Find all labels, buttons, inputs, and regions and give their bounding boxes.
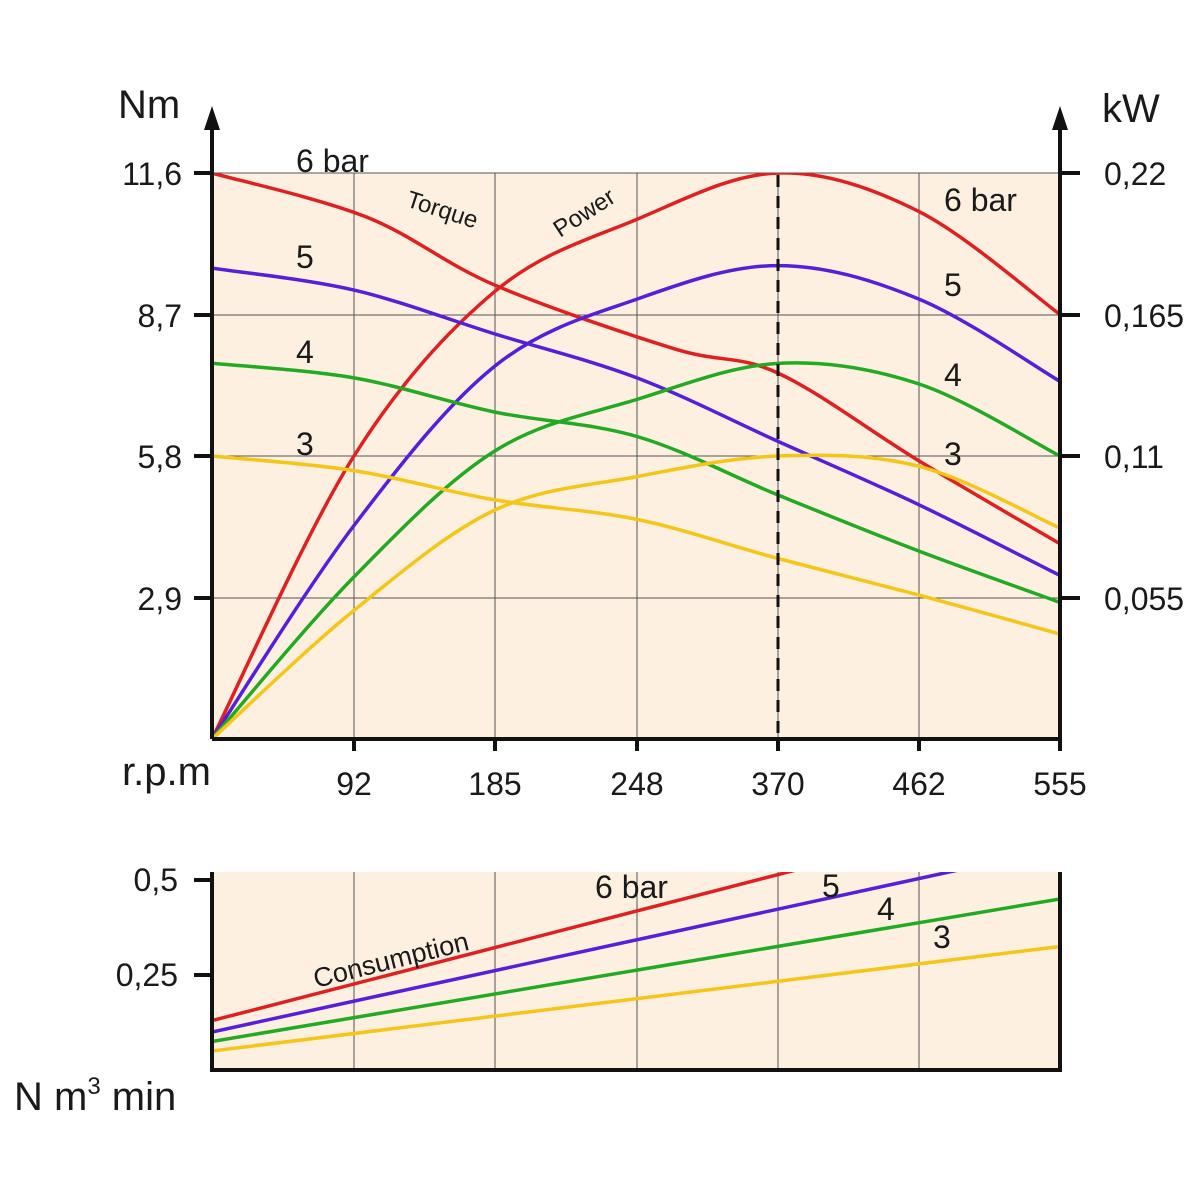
- x-axis-unit: r.p.m: [122, 750, 211, 794]
- x-tick-label-185: 185: [468, 766, 521, 802]
- bottom-axes: [194, 872, 1062, 1072]
- curve-label-power-4: 4: [944, 357, 962, 393]
- bottom-tick-labels: 0,5 0,25: [116, 862, 178, 993]
- consumption-curve-3: [212, 944, 1060, 1053]
- left-axis-unit: Nm: [118, 83, 180, 127]
- consumption-label-4: 4: [877, 891, 895, 927]
- curve-label-torque-5: 5: [296, 239, 314, 275]
- consumption-curve-4: [212, 897, 1060, 1044]
- right-tick-label-1: 0,165: [1104, 298, 1184, 334]
- consumption-curve-5: [212, 872, 958, 1034]
- torque-curve-3: [212, 454, 1060, 636]
- torque-curve-6: [212, 173, 1060, 546]
- torque-curve-5: [212, 266, 1060, 578]
- left-tick-label-1: 8,7: [138, 298, 182, 334]
- unit-tail: min: [101, 1075, 177, 1119]
- consumption-label-3: 3: [933, 919, 951, 955]
- x-tick-label-370: 370: [751, 766, 804, 802]
- torque-curve-4: [212, 361, 1060, 605]
- consumption-curve-6: [212, 872, 796, 1023]
- left-tick-label-2: 5,8: [138, 439, 182, 475]
- power-curve-3: [212, 453, 1060, 739]
- consumption-axis-unit: N m3 min: [14, 1073, 176, 1119]
- bottom-tick-label-0: 0,5: [134, 862, 178, 898]
- right-axis-unit: kW: [1102, 87, 1160, 131]
- x-tick-label-92: 92: [336, 766, 372, 802]
- right-tick-label-3: 0,055: [1104, 581, 1184, 617]
- unit-main: N m: [14, 1075, 87, 1119]
- consumption-chart: 0,50,25 N m3 min 6 bar 5 4 3 Consumption: [14, 862, 1062, 1119]
- x-tick-label-462: 462: [892, 766, 945, 802]
- left-tick-labels: 11,6 8,7 5,8 2,9: [122, 156, 182, 617]
- curve-label-power-5: 5: [944, 267, 962, 303]
- curve-label-torque-3: 3: [296, 426, 314, 462]
- power-curve-4: [212, 361, 1060, 739]
- x-tick-label-555: 555: [1033, 766, 1086, 802]
- left-tick-label-3: 2,9: [138, 581, 182, 617]
- power-curve-5: [212, 263, 1060, 739]
- right-tick-labels: 0,22 0,165 0,11 0,055: [1104, 156, 1184, 617]
- right-tick-label-2: 0,11: [1104, 439, 1164, 475]
- torque-power-chart: Nm kW r.p.m 92 185 248 370 462 555 11,6 8,7 5,8…: [118, 83, 1184, 802]
- curve-label-power-6: 6 bar: [944, 182, 1017, 218]
- left-axis-arrow: [204, 106, 220, 130]
- x-tick-label-248: 248: [610, 766, 663, 802]
- top-curves: [212, 173, 1060, 739]
- curve-label-power-3: 3: [944, 436, 962, 472]
- bottom-curves: [212, 872, 1060, 1053]
- curve-label-torque-6: 6 bar: [296, 143, 369, 179]
- right-axis-arrow: [1052, 106, 1068, 130]
- consumption-label-6: 6 bar: [595, 869, 668, 905]
- x-tick-labels: 92 185 248 370 462 555: [336, 766, 1086, 802]
- curve-label-torque-4: 4: [296, 334, 314, 370]
- consumption-label-5: 5: [822, 868, 840, 904]
- top-axes: [194, 106, 1080, 751]
- left-tick-label-0: 11,6: [122, 156, 182, 192]
- right-tick-label-0: 0,22: [1104, 156, 1166, 192]
- unit-superscript: 3: [87, 1073, 100, 1100]
- power-curve-6: [212, 173, 1060, 739]
- bottom-tick-label-1: 0,25: [116, 957, 178, 993]
